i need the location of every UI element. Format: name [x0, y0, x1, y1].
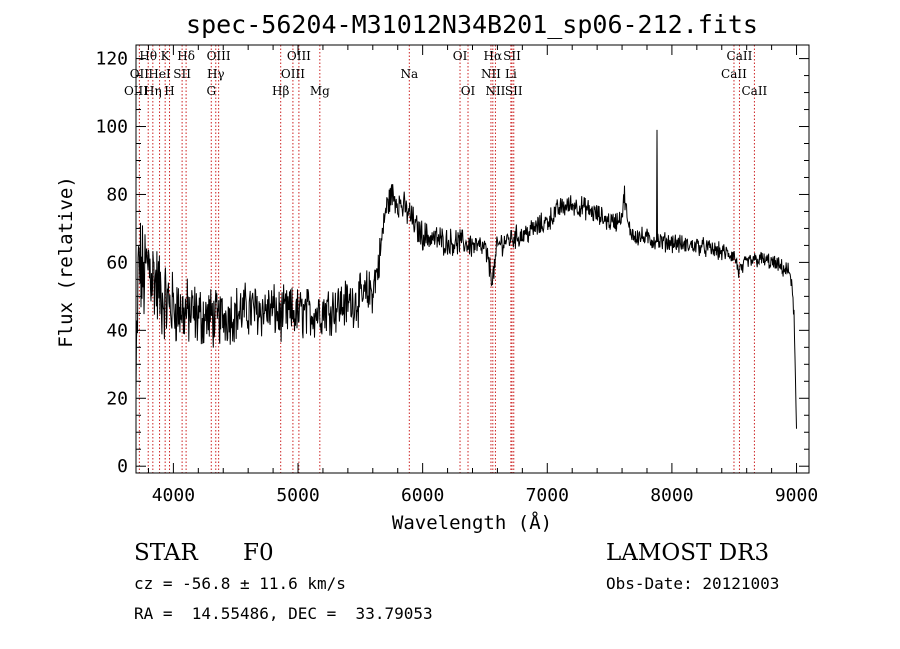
spectral-line-label: Hη — [144, 84, 162, 98]
spectral-line-label: Hα — [484, 49, 503, 63]
x-tick-label: 6000 — [401, 485, 444, 506]
spectral-line-markers — [135, 45, 755, 473]
spectral-subclass: F0 — [243, 540, 274, 566]
x-tick-label: 8000 — [650, 485, 693, 506]
spectral-line-label: OIII — [207, 49, 231, 63]
plot-frame — [135, 44, 810, 474]
spectral-line-label: OI — [453, 49, 468, 63]
y-tick-label: 80 — [106, 184, 128, 205]
spectral-line-label: SII — [173, 67, 191, 81]
spectral-line-label: G — [206, 84, 216, 98]
x-tick-label: 4000 — [152, 485, 195, 506]
y-tick-label: 20 — [106, 388, 128, 409]
spectral-line-label: NII — [485, 84, 505, 98]
spectral-line-label: Li — [505, 67, 517, 81]
chart-title: spec-56204-M31012N34B201_sp06-212.fits — [186, 10, 758, 39]
spectral-line-label: CaII — [721, 67, 747, 81]
observation-date: Obs-Date: 20121003 — [606, 574, 779, 593]
y-tick-label: 60 — [106, 252, 128, 273]
object-type: STAR — [134, 540, 198, 566]
redshift-cz: cz = -56.8 ± 11.6 km/s — [134, 574, 346, 593]
spectral-line-label: OIII — [287, 49, 311, 63]
y-axis-label: Flux (relative) — [55, 176, 77, 348]
spectral-line-label: SII — [503, 49, 521, 63]
spectral-line-label: OIII — [281, 67, 305, 81]
spectral-line-label: NII — [481, 67, 501, 81]
spectral-line-label: Mg — [310, 84, 330, 98]
survey-label: LAMOST DR3 — [606, 540, 769, 566]
spectral-line-label: K — [161, 49, 171, 63]
spectrum-series-line — [135, 129, 797, 429]
x-axis-label: Wavelength (Å) — [392, 511, 552, 534]
x-axis-ticks: 4000 5000 6000 7000 8000 9000 — [147, 45, 818, 506]
y-tick-label: 100 — [95, 117, 128, 138]
spectral-line-label: Na — [400, 67, 418, 81]
spectral-line-label: Hθ — [139, 49, 157, 63]
spectral-line-label: Hβ — [272, 84, 289, 98]
spectral-line-label: CaII — [741, 84, 767, 98]
y-axis-ticks: 0 20 40 60 80 100 120 — [95, 49, 809, 477]
coordinates: RA = 14.55486, DEC = 33.79053 — [134, 604, 433, 623]
y-tick-label: 120 — [95, 49, 128, 70]
spectral-line-label: Hδ — [177, 49, 195, 63]
x-tick-label: 7000 — [526, 485, 569, 506]
spectral-line-label: OII — [130, 67, 150, 81]
spectral-line-label: CaII — [727, 49, 753, 63]
spectral-line-label: HeI — [148, 67, 171, 81]
spectral-line-label: H — [164, 84, 174, 98]
spectral-line-label: OI — [461, 84, 476, 98]
y-tick-label: 0 — [117, 456, 128, 477]
spectral-line-label: SII — [505, 84, 523, 98]
x-tick-label: 5000 — [276, 485, 319, 506]
spectral-line-label: Hγ — [207, 67, 225, 81]
y-tick-label: 40 — [106, 320, 128, 341]
x-tick-label: 9000 — [775, 485, 818, 506]
